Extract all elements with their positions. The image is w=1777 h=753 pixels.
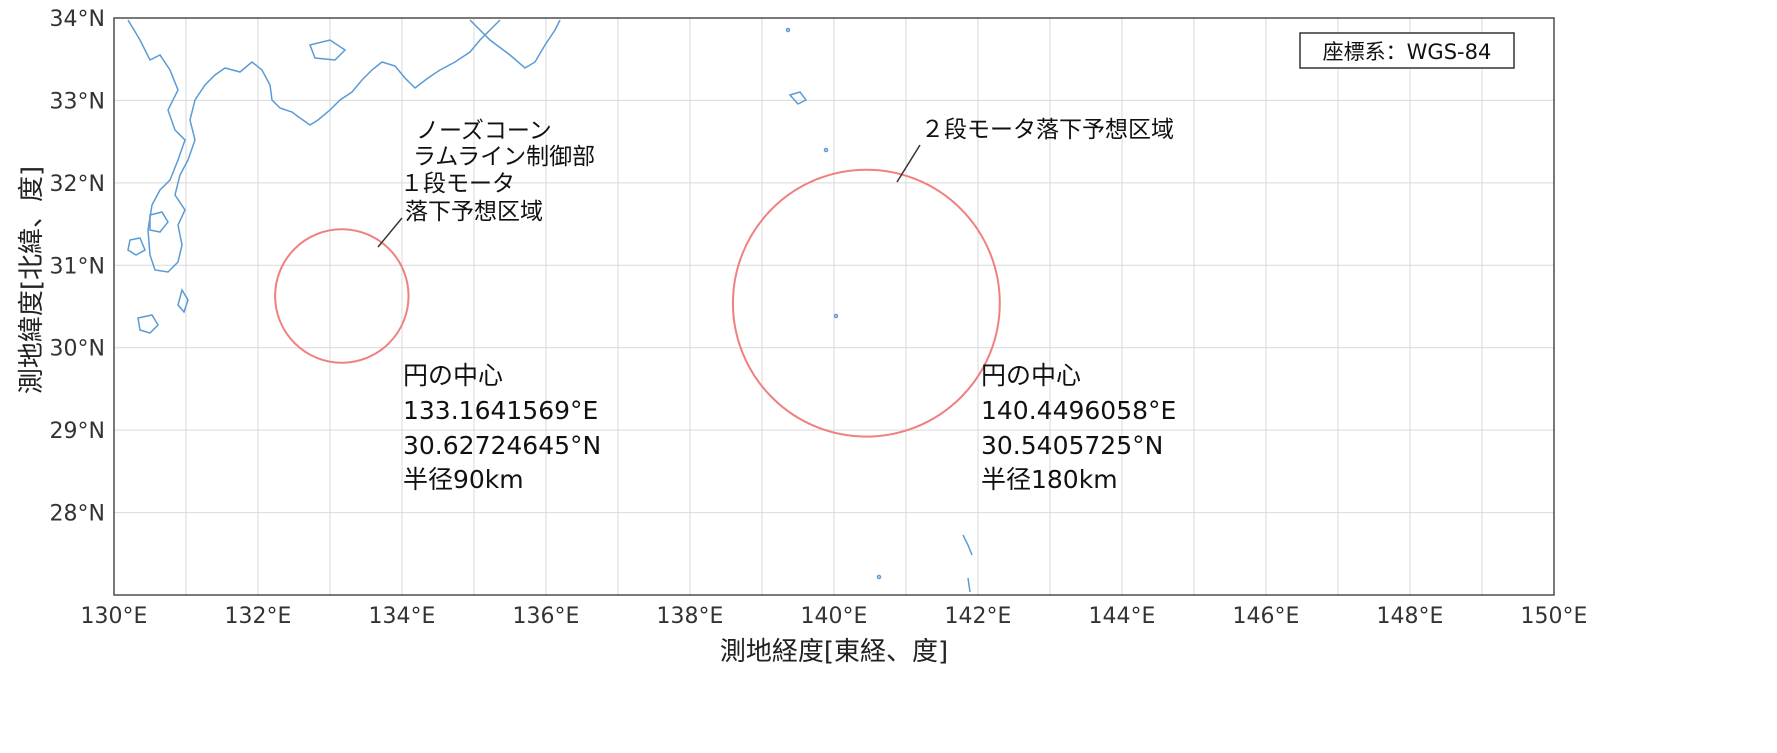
x-tick-label: 138°E — [657, 604, 724, 629]
y-tick-label: 34°N — [50, 7, 105, 32]
x-tick-labels: 130°E 132°E 134°E 136°E 138°E 140°E 142°E 144°E… — [81, 604, 1588, 629]
zone-2-leader-line — [896, 144, 921, 183]
plot-frame — [113, 17, 1555, 596]
drop-zone-circle-2 — [731, 168, 1001, 438]
y-tick-label: 31°N — [50, 254, 105, 279]
svg-text:座標系：WGS-84: 座標系：WGS-84 — [1323, 40, 1492, 64]
x-tick-label: 142°E — [945, 604, 1012, 629]
zone-1-leader-line — [377, 217, 403, 248]
x-tick-label: 136°E — [513, 604, 580, 629]
zone-2-info-lon: 140.4496058°E — [981, 396, 1176, 425]
y-tick-label: 32°N — [50, 172, 105, 197]
x-tick-label: 150°E — [1521, 604, 1588, 629]
zone-1-label-line-1: ノーズコーン — [416, 118, 552, 144]
zone-1-label-line-2: ラムライン制御部 — [413, 144, 595, 170]
zone-2-info-lat: 30.5405725°N — [981, 431, 1163, 460]
y-tick-label: 28°N — [50, 502, 105, 527]
zone-2: ２段モータ落下予想区域 円の中心 140.4496058°E 30.540572… — [731, 117, 1176, 494]
x-tick-label: 146°E — [1233, 604, 1300, 629]
x-axis-label: 測地経度[東経、度] — [720, 637, 948, 667]
y-axis-label: 測地緯度[北緯、度] — [17, 166, 47, 394]
zone-1-info-heading: 円の中心 — [403, 361, 503, 390]
coastline — [127, 19, 973, 593]
y-tick-label: 33°N — [50, 89, 105, 114]
zone-2-info-radius: 半径180km — [981, 465, 1118, 494]
x-tick-label: 148°E — [1377, 604, 1444, 629]
zone-1-info-radius: 半径90km — [403, 465, 524, 494]
x-tick-label: 130°E — [81, 604, 148, 629]
y-tick-label: 30°N — [50, 337, 105, 362]
y-tick-label: 29°N — [50, 419, 105, 444]
zone-1-info-lat: 30.62724645°N — [403, 431, 601, 460]
drop-zone-circle-1 — [274, 228, 410, 364]
x-tick-label: 134°E — [369, 604, 436, 629]
grid-lines — [113, 17, 1555, 596]
zone-2-label: ２段モータ落下予想区域 — [921, 117, 1174, 143]
x-tick-label: 144°E — [1089, 604, 1156, 629]
zone-2-info-heading: 円の中心 — [981, 361, 1081, 390]
x-tick-label: 132°E — [225, 604, 292, 629]
zone-1-label-line-3: １段モータ — [400, 171, 515, 197]
y-tick-labels: 34°N 33°N 32°N 31°N 30°N 29°N 28°N — [50, 7, 105, 527]
zone-1-info-lon: 133.1641569°E — [403, 396, 598, 425]
zone-1-label-line-4: 落下予想区域 — [405, 199, 543, 225]
x-tick-label: 140°E — [801, 604, 868, 629]
crs-legend: 座標系：WGS-84 — [1299, 32, 1515, 69]
zone-1: ノーズコーン ラムライン制御部 １段モータ 落下予想区域 円の中心 133.16… — [274, 118, 601, 494]
